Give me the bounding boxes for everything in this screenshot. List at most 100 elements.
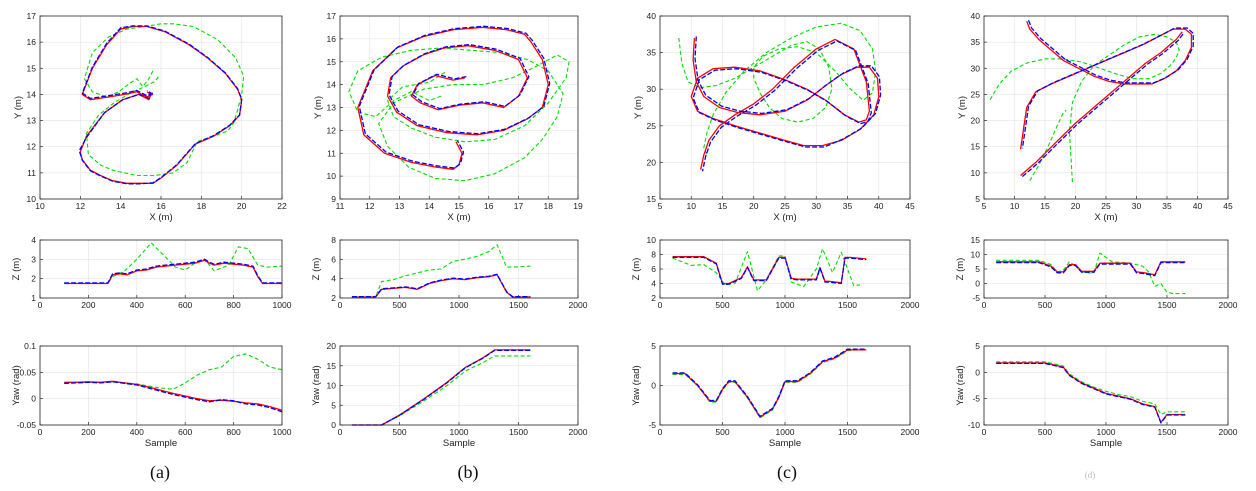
y-tick-label: 30 [647,84,657,94]
y-tick-label: -5 [648,420,656,430]
chart-b-xy: 11 12 13 14 15 16 17 18 19 9 10 11 12 13 14 15 16 17 X (m)… [313,11,583,223]
chart-b-z: 0 500 1000 1500 2000 2 4 6 8 Z (m) [311,235,588,310]
x-tick-label: 400 [130,427,144,437]
chart-a-xy: 10 12 14 16 18 20 22 10 11 12 13 14 15 16 17 X (m) Y (m) [13,11,287,223]
x-axis-label: X (m) [149,212,172,223]
series-line-estimate [78,25,243,185]
x-tick-label: 5 [658,201,663,211]
y-tick-label: 11 [27,168,36,178]
plot-area [40,240,282,298]
x-tick-label: 500 [715,427,729,437]
x-tick-label: 12 [76,201,86,211]
x-axis-label: Sample [145,438,177,449]
axes-frame [659,239,911,299]
y-tick-label: 20 [327,341,337,351]
x-tick-label: 500 [392,300,406,310]
x-tick-label: 14 [425,201,435,211]
y-tick-label: 5 [975,264,980,274]
x-tick-label: 30 [812,201,822,211]
x-tick-label: 0 [338,427,343,437]
caption-b: (b) [458,462,479,483]
y-tick-label: 3 [31,254,36,264]
x-tick-label: 1000 [273,427,292,437]
y-tick-label: 8 [331,235,336,245]
x-tick-label: 600 [178,427,192,437]
x-tick-label: 22 [277,201,287,211]
y-tick-label: 6 [651,264,656,274]
x-tick-label: 0 [338,300,343,310]
x-tick-label: 12 [365,201,375,211]
series-line-estimate [672,256,867,285]
x-tick-label: 2000 [901,300,920,310]
y-tick-label: 8 [651,250,656,260]
series-line-ground-truth [357,26,549,170]
y-tick-label: 15 [971,235,981,245]
y-tick-label: 13 [327,103,337,113]
x-tick-label: 20 [749,201,759,211]
axes-frame [659,15,911,200]
x-tick-label: 18 [544,201,554,211]
x-axis-label: X (m) [447,212,470,223]
x-tick-label: 30 [1132,201,1142,211]
chart-b-yaw: 0 500 1000 1500 2000 0 5 10 15 20 Sample Yaw (rad) [311,341,588,449]
axes-frame [339,15,579,200]
x-tick-label: 500 [1038,300,1052,310]
chart-a-z: 0 200 400 600 800 1000 1 2 3 4 Z (m) [11,235,292,310]
series-line-estimate [358,25,551,169]
series-line-estimate [351,273,531,298]
axes-frame [983,15,1229,200]
x-tick-label: 2000 [1219,427,1238,437]
y-tick-label: 35 [971,37,981,47]
x-tick-label: 500 [1038,427,1052,437]
y-axis-label: Yaw (rad) [955,365,966,405]
series-line-estimate [351,349,531,426]
axes-frame [39,345,283,426]
x-tick-label: 2000 [569,300,588,310]
x-tick-label: 1500 [1158,427,1177,437]
x-tick-label: 600 [178,300,192,310]
y-tick-label: 5 [975,341,980,351]
series-line-baseline [996,361,1186,416]
x-tick-label: 500 [392,427,406,437]
x-tick-label: 11 [336,201,345,211]
x-tick-label: 16 [484,201,494,211]
x-tick-label: 19 [573,201,583,211]
y-tick-label: 5 [651,341,656,351]
x-tick-label: 1500 [838,300,857,310]
x-tick-label: 1000 [776,300,795,310]
x-tick-label: 1000 [1097,427,1116,437]
y-tick-label: 10 [27,194,37,204]
x-tick-label: 0 [658,427,663,437]
y-tick-label: 14 [27,89,37,99]
x-tick-label: 1000 [273,300,292,310]
y-tick-label: 25 [971,89,981,99]
series-line-baseline [64,242,283,285]
y-tick-label: 0.1 [24,341,36,351]
x-tick-label: 2000 [569,427,588,437]
y-axis-label: Yaw (rad) [631,365,642,405]
x-tick-label: 45 [1223,201,1233,211]
y-axis-label: Z (m) [955,258,966,281]
x-tick-label: 20 [237,201,247,211]
x-tick-label: 35 [1162,201,1172,211]
axes-frame [339,345,579,426]
x-tick-label: 500 [715,300,729,310]
y-tick-label: 5 [975,194,980,204]
x-tick-label: 1000 [450,300,469,310]
y-tick-label: 12 [327,125,337,135]
x-tick-label: 17 [514,201,524,211]
x-tick-label: 10 [35,201,45,211]
x-tick-label: 25 [1101,201,1111,211]
x-tick-label: 800 [227,300,241,310]
y-tick-label: 0 [331,420,336,430]
x-tick-label: 0 [38,300,43,310]
y-tick-label: 10 [327,381,337,391]
x-tick-label: 45 [905,201,915,211]
axes-frame [983,239,1229,299]
x-axis-label: X (m) [773,212,796,223]
series-line-baseline [351,244,531,298]
series-line-ground-truth [64,259,282,285]
y-tick-label: 0.05 [19,367,36,377]
x-tick-label: 0 [38,427,43,437]
